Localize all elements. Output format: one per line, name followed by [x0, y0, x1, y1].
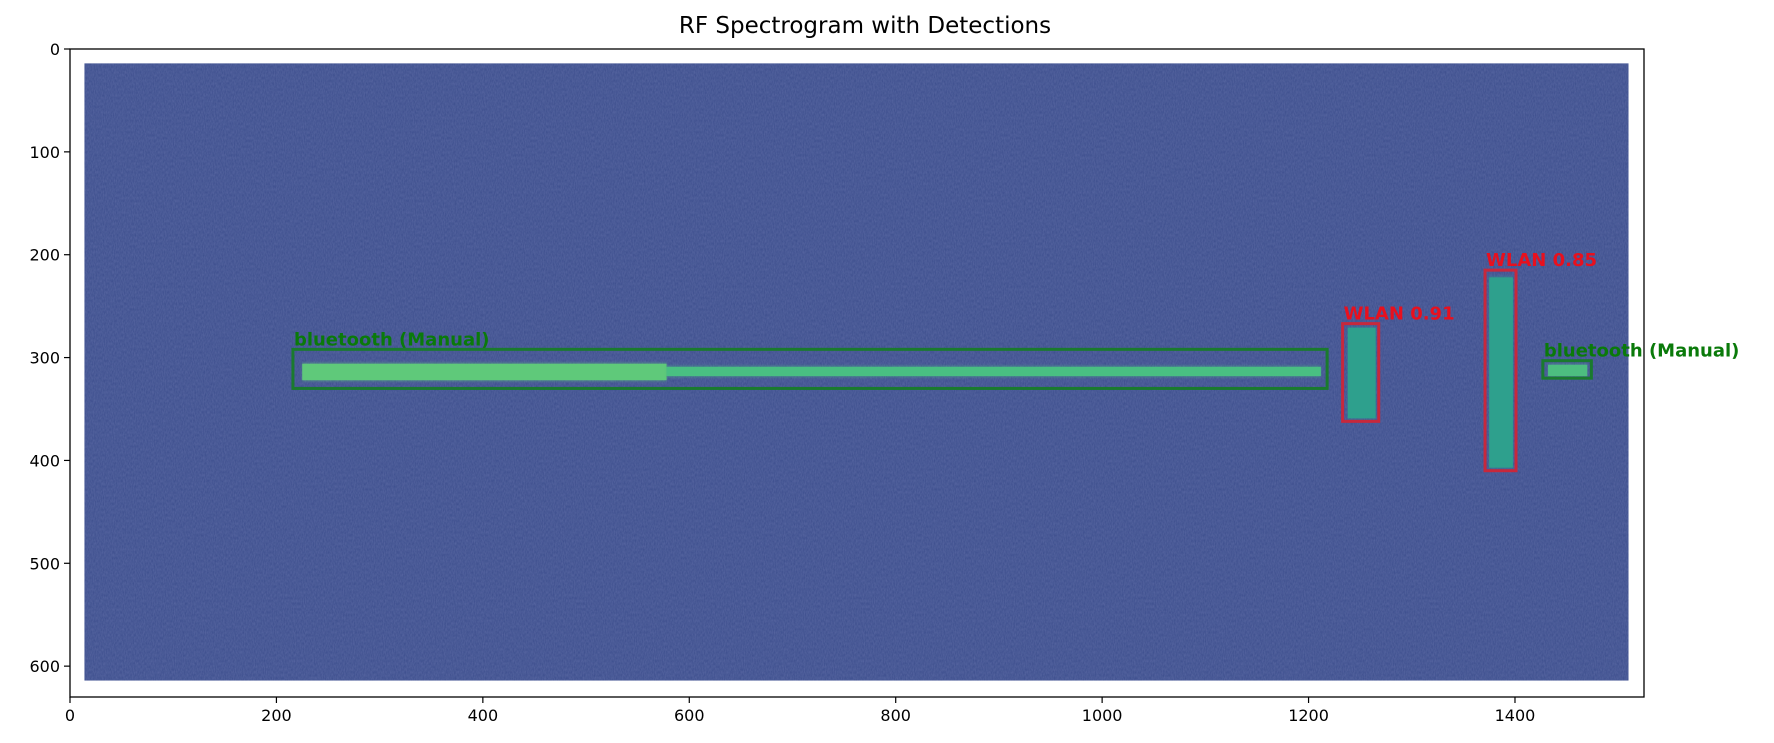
bluetooth-trace [666, 366, 1321, 377]
x-tick-label: 1400 [1495, 706, 1536, 725]
bluetooth-small [1548, 364, 1588, 377]
x-tick-label: 1000 [1082, 706, 1123, 725]
detection-box [1541, 359, 1593, 380]
bluetooth-trace-bright [302, 363, 667, 381]
plot-area [84, 63, 1629, 681]
x-tick-label: 400 [468, 706, 499, 725]
detection-label: bluetooth (Manual) [294, 329, 490, 350]
x-tick-label: 600 [674, 706, 705, 725]
y-tick-label: 300 [29, 349, 60, 368]
axes-frame [69, 48, 1645, 698]
y-tick-label: 500 [29, 554, 60, 573]
y-tick-label: 400 [29, 451, 60, 470]
wlan-block-1 [1347, 327, 1376, 419]
x-tick-label: 800 [880, 706, 911, 725]
detection-label: WLAN 0.85 [1486, 250, 1597, 271]
chart-title: RF Spectrogram with Detections [679, 13, 1051, 39]
wlan-block-2 [1489, 277, 1513, 468]
detection-box [1341, 322, 1381, 423]
y-tick-label: 100 [29, 143, 60, 162]
y-tick-label: 0 [50, 40, 60, 59]
x-tick-label: 1200 [1288, 706, 1329, 725]
x-axis: 0 200 400 600 800 1000 1200 1400 [65, 697, 1535, 725]
detection-label: WLAN 0.91 [1344, 304, 1455, 325]
y-tick-label: 600 [29, 657, 60, 676]
y-tick-label: 200 [29, 246, 60, 265]
y-axis: 0 100 200 300 400 500 600 [29, 40, 70, 676]
detections-layer: bluetooth (Manual) WLAN 0.91 WLAN 0.85 blue… [291, 250, 1740, 473]
x-tick-label: 0 [65, 706, 75, 725]
detection-box [1483, 268, 1518, 473]
detection-label: bluetooth (Manual) [1544, 341, 1740, 362]
detection-box [291, 347, 1329, 390]
x-tick-label: 200 [261, 706, 292, 725]
